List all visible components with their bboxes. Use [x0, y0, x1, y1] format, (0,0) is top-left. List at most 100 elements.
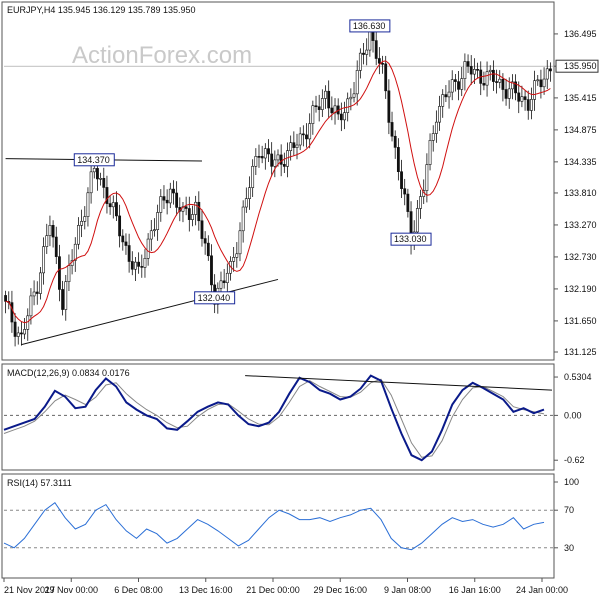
candle-body	[400, 171, 403, 189]
candle-body	[115, 202, 118, 217]
candle-body	[102, 178, 106, 188]
candle-body	[159, 196, 163, 213]
candle-body	[358, 52, 362, 71]
candle-body	[20, 332, 23, 335]
candle-body	[536, 79, 540, 82]
x-tick-label: 21 Nov 2017	[4, 585, 55, 595]
candle-body	[42, 246, 46, 274]
candle-body	[39, 272, 42, 294]
rsi-tick-label: 70	[564, 505, 574, 515]
candle-body	[542, 78, 546, 88]
price-tick-label: 134.335	[564, 157, 597, 167]
candle-body	[89, 171, 93, 194]
candle-body	[51, 225, 55, 238]
candle-body	[210, 255, 213, 286]
candle-body	[222, 280, 226, 284]
candle-body	[352, 93, 356, 98]
price-header: EURJPY,H4 135.945 136.129 135.789 135.95…	[7, 5, 196, 15]
candle-body	[438, 106, 441, 123]
candle-body	[172, 188, 175, 194]
candle-body	[469, 66, 473, 75]
candle-body	[526, 99, 530, 111]
candle-body	[339, 113, 343, 121]
candle-body	[140, 266, 144, 268]
candle-body	[200, 220, 204, 239]
candle-body	[257, 156, 261, 158]
candle-body	[187, 208, 191, 220]
price-tick-label: 133.810	[564, 188, 597, 198]
candle-body	[317, 106, 321, 110]
candle-body	[260, 156, 264, 159]
candle-body	[175, 192, 179, 208]
candle-body	[314, 105, 318, 108]
candle-body	[118, 215, 122, 237]
candle-body	[292, 142, 296, 148]
candle-body	[520, 96, 524, 102]
price-tick-label: 131.125	[564, 347, 597, 357]
candle-body	[387, 90, 391, 123]
candle-body	[381, 62, 384, 65]
candle-body	[501, 78, 505, 90]
price-tick-label: 135.415	[564, 93, 597, 103]
candle-body	[447, 91, 451, 98]
rsi-plot: 100 70 30	[3, 477, 579, 553]
candle-body	[156, 212, 160, 230]
candle-body	[35, 291, 39, 294]
candle-body	[105, 187, 109, 204]
candle-body	[343, 112, 346, 121]
candle-body	[54, 236, 58, 257]
annotation-label: 132.040	[198, 293, 231, 303]
x-tick-label: 13 Dec 16:00	[179, 585, 233, 595]
candle-body	[434, 121, 438, 134]
candle-body	[488, 69, 492, 73]
candle-body	[324, 90, 327, 99]
candle-body	[16, 332, 20, 337]
moving-average	[5, 60, 551, 324]
candle-body	[377, 58, 381, 64]
candle-body	[197, 201, 201, 222]
candle-body	[523, 96, 527, 100]
candle-body	[368, 30, 372, 51]
candle-body	[463, 61, 467, 79]
candle-body	[393, 135, 397, 148]
rsi-tick-label: 30	[564, 543, 574, 553]
rsi-line	[3, 501, 545, 551]
candle-body	[495, 81, 498, 83]
candle-body	[457, 81, 460, 90]
candle-body	[121, 235, 125, 243]
candle-body	[482, 83, 486, 86]
candle-body	[308, 123, 312, 140]
macd-trendline	[245, 375, 553, 391]
candle-body	[64, 281, 68, 310]
candle-body	[248, 187, 251, 199]
candle-body	[86, 192, 90, 217]
candle-body	[4, 295, 7, 302]
rsi-header: RSI(14) 57.3111	[7, 478, 72, 488]
candle-body	[349, 96, 353, 100]
x-tick-label: 6 Dec 08:00	[114, 585, 163, 595]
candle-body	[327, 90, 331, 109]
candle-body	[80, 221, 84, 226]
candle-body	[124, 241, 128, 246]
x-tick-label: 29 Nov 00:00	[44, 585, 98, 595]
candle-body	[510, 81, 514, 90]
rsi-tick-label: 100	[564, 477, 579, 487]
x-tick-label: 24 Jan 00:00	[516, 585, 568, 595]
candle-body	[149, 230, 153, 240]
candle-body	[67, 265, 71, 282]
candle-body	[485, 71, 489, 86]
candle-body	[507, 88, 511, 99]
price-tick-label: 133.270	[564, 220, 597, 230]
candle-body	[77, 225, 80, 245]
candle-body	[232, 257, 236, 262]
candle-body	[428, 140, 432, 165]
candle-body	[194, 201, 198, 215]
annotation-label: 136.630	[353, 21, 386, 31]
candle-body	[450, 79, 454, 93]
candle-body	[491, 69, 495, 82]
candle-body	[472, 69, 476, 75]
candle-body	[254, 156, 258, 167]
